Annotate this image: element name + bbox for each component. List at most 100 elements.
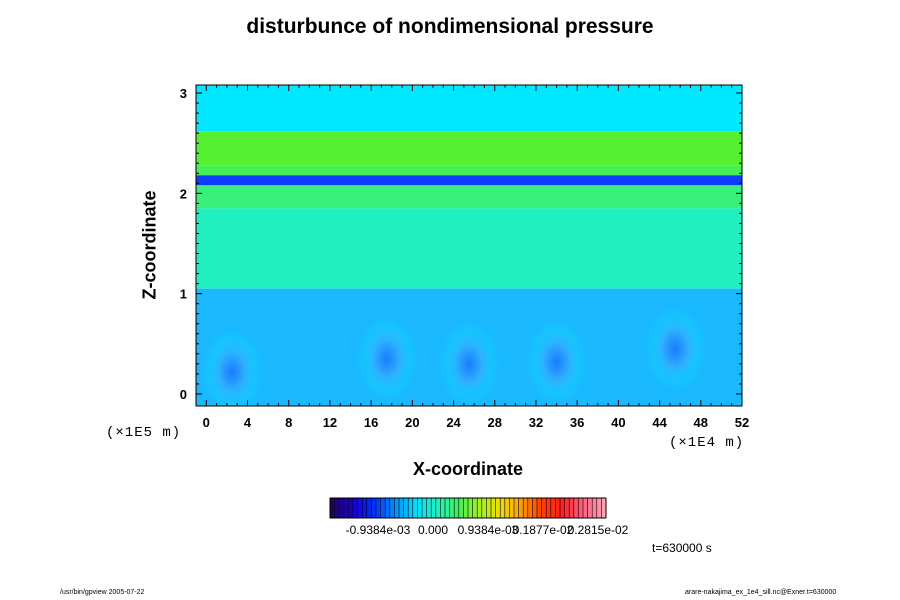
x-tick-label-5: 20 <box>405 415 419 430</box>
x-tick-label-11: 44 <box>652 415 667 430</box>
colorbar-cell <box>445 498 451 518</box>
colorbar-cell <box>458 498 464 518</box>
colorbar-cell <box>477 498 483 518</box>
heatmap-field <box>196 85 742 406</box>
colorbar-cell <box>546 498 552 518</box>
colorbar-cell <box>463 498 469 518</box>
colorbar-cell <box>527 498 533 518</box>
y-tick-label-2: 2 <box>180 186 187 201</box>
colorbar-cell <box>495 498 501 518</box>
field-band-1 <box>196 131 742 166</box>
colorbar-cell <box>601 498 607 518</box>
field-band-3 <box>196 175 742 186</box>
colorbar-cell <box>573 498 579 518</box>
colorbar-cell <box>509 498 515 518</box>
colorbar-cell <box>399 498 405 518</box>
colorbar-cell <box>330 498 336 518</box>
colorbar-cell <box>366 498 372 518</box>
x-tick-label-7: 28 <box>488 415 502 430</box>
colorbar-cell <box>353 498 359 518</box>
pressure-minimum-0 <box>356 316 417 401</box>
colorbar-label-0: -0.9384e-03 <box>346 523 411 537</box>
x-tick-label-0: 0 <box>203 415 210 430</box>
colorbar-cell <box>472 498 478 518</box>
colorbar-cell <box>555 498 561 518</box>
y-tick-label-0: 0 <box>180 387 187 402</box>
colorbar-cell <box>435 498 441 518</box>
pressure-minimum-2 <box>526 319 587 404</box>
colorbar-frame <box>329 497 607 519</box>
colorbar-cell <box>371 498 377 518</box>
field-band-5 <box>196 208 742 289</box>
colorbar-cell <box>449 498 455 518</box>
x-tick-label-9: 36 <box>570 415 584 430</box>
colorbar-cell <box>523 498 529 518</box>
colorbar-cell <box>408 498 414 518</box>
colorbar-cell <box>376 498 382 518</box>
colorbar-cell <box>537 498 543 518</box>
colorbar-cell <box>587 498 593 518</box>
pressure-minimum-3 <box>202 329 263 406</box>
colorbar-cell <box>431 498 437 518</box>
colorbar-cell <box>403 498 409 518</box>
field-band-4 <box>196 185 742 209</box>
colorbar-cell <box>357 498 363 518</box>
y-tick-label-3: 3 <box>180 86 187 101</box>
colorbar-cell <box>348 498 354 518</box>
colorbar-cell <box>454 498 460 518</box>
colorbar-cell <box>389 498 395 518</box>
chart-title: disturbunce of nondimensional pressure <box>246 15 654 38</box>
colorbar-cell <box>486 498 492 518</box>
x-scale-label: (×1E4 m) <box>669 435 745 451</box>
colorbar-label-3: 0.1877e-02 <box>513 523 574 537</box>
colorbar-cell <box>468 498 474 518</box>
colorbar-cell <box>481 498 487 518</box>
colorbar-cell <box>518 498 524 518</box>
colorbar-label-1: 0.000 <box>418 523 448 537</box>
colorbar-cell <box>514 498 520 518</box>
colorbar-label-4: 0.2815e-02 <box>568 523 629 537</box>
colorbar-cell <box>596 498 602 518</box>
x-tick-label-13: 52 <box>735 415 749 430</box>
colorbar-cell <box>504 498 510 518</box>
colorbar-cell <box>385 498 391 518</box>
colorbar-cell <box>550 498 556 518</box>
x-tick-label-8: 32 <box>529 415 543 430</box>
y-tick-label-1: 1 <box>180 287 187 302</box>
colorbar-cell <box>583 498 589 518</box>
plot-frame <box>195 84 743 407</box>
colorbar-cell <box>569 498 575 518</box>
colorbar-cell <box>417 498 423 518</box>
colorbar-cell <box>440 498 446 518</box>
colorbar-cell <box>362 498 368 518</box>
y-scale-label: (×1E5 m) <box>106 425 182 441</box>
colorbar-cell <box>532 498 538 518</box>
colorbar-label-2: 0.9384e-03 <box>458 523 519 537</box>
colorbar-cell <box>578 498 584 518</box>
x-tick-label-12: 48 <box>694 415 708 430</box>
footer-source: arare-nakajima_ex_1e4_sill.nc@Exner.t=63… <box>685 589 837 596</box>
x-tick-label-10: 40 <box>611 415 625 430</box>
colorbar-cell <box>426 498 432 518</box>
footer-command: /usr/bin/gpview 2005-07-22 <box>60 589 145 596</box>
x-tick-label-6: 24 <box>446 415 461 430</box>
time-label: t=630000 s <box>652 541 712 555</box>
x-axis-label: X-coordinate <box>412 459 523 479</box>
field-band-2 <box>196 165 742 176</box>
colorbar-cell <box>491 498 497 518</box>
colorbar-cell <box>564 498 570 518</box>
colorbar-cell <box>380 498 386 518</box>
colorbar-cell <box>394 498 400 518</box>
colorbar-cell <box>422 498 428 518</box>
x-tick-label-4: 16 <box>364 415 378 430</box>
field-band-0 <box>196 85 742 132</box>
x-tick-label-2: 8 <box>285 415 292 430</box>
colorbar-cell <box>334 498 340 518</box>
colorbar-cell <box>592 498 598 518</box>
colorbar-cell <box>339 498 345 518</box>
pressure-minimum-1 <box>439 321 499 406</box>
colorbar-cell <box>412 498 418 518</box>
colorbar-cell <box>343 498 349 518</box>
